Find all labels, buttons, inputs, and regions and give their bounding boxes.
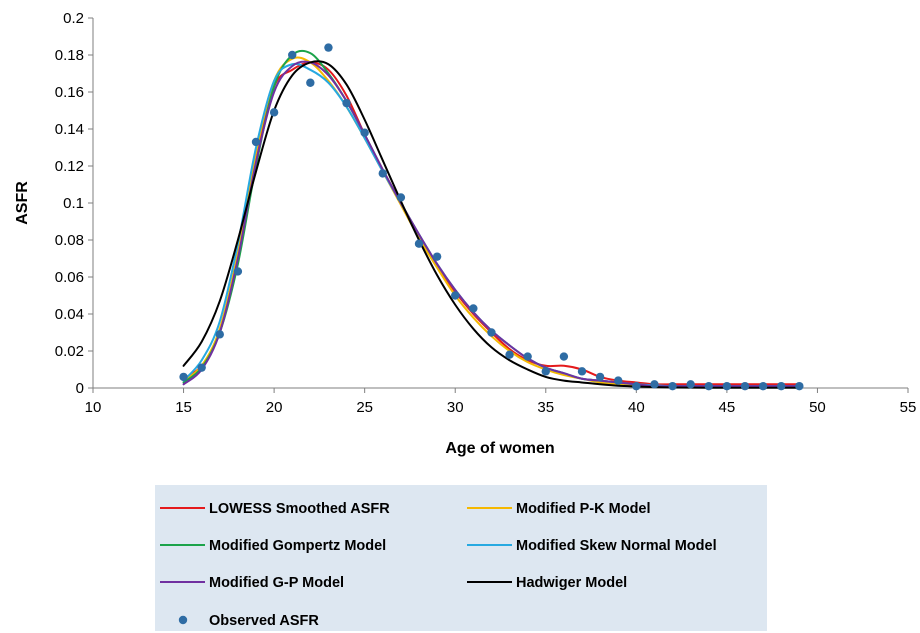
- observed-point: [306, 78, 315, 87]
- observed-point: [179, 372, 188, 382]
- y-tick-label: 0.2: [63, 10, 84, 27]
- legend-marker-swatch: [178, 615, 188, 625]
- observed-point: [414, 239, 424, 248]
- observed-point: [740, 381, 750, 391]
- legend-label: Modified P-K Model: [516, 501, 651, 517]
- series-lines: [182, 49, 801, 389]
- x-tick-label: 20: [266, 399, 283, 416]
- legend-label: Hadwiger Model: [516, 575, 627, 591]
- observed-point: [795, 381, 804, 391]
- y-tick-label: 0.08: [55, 232, 84, 249]
- x-tick-label: 30: [447, 399, 464, 416]
- legend-label: Modified Skew Normal Model: [516, 538, 717, 554]
- observed-point: [505, 350, 514, 359]
- legend-background: [155, 485, 767, 631]
- legend-item-modified-p-k-model: Modified P-K Model: [467, 501, 651, 517]
- observed-point: [559, 352, 569, 361]
- observed-point: [378, 169, 387, 178]
- observed-point: [577, 367, 587, 376]
- observed-point: [614, 376, 623, 385]
- observed-point: [233, 267, 243, 276]
- series-line-hadwiger-model: [182, 60, 801, 389]
- observed-point: [432, 252, 442, 261]
- observed-point: [487, 328, 496, 337]
- x-tick-label: 10: [85, 399, 102, 416]
- observed-point: [251, 137, 261, 147]
- x-axis-ticks: 10 15 20 25 30 35 40 45 50 55: [85, 388, 917, 416]
- x-tick-label: 40: [628, 399, 645, 416]
- observed-point: [215, 330, 224, 339]
- y-axis-ticks: 0 0.02 0.04 0.06 0.08 0.1 0.12 0.14 0.16 0.18 0.2: [55, 10, 93, 397]
- observed-point: [777, 381, 786, 391]
- observed-point: [722, 381, 732, 391]
- observed-point: [632, 381, 641, 391]
- legend-label: Modified G-P Model: [209, 575, 344, 591]
- legend-label: Observed ASFR: [209, 613, 319, 629]
- legend-item-modified-g-p-model: Modified G-P Model: [160, 575, 344, 591]
- legend-item-observed-asfr: Observed ASFR: [178, 613, 319, 629]
- x-tick-label: 15: [175, 399, 192, 416]
- series-line-modified-g-p-model: [182, 60, 801, 388]
- y-tick-label: 0.16: [55, 84, 84, 101]
- legend-label: Modified Gompertz Model: [209, 538, 386, 554]
- observed-point: [342, 98, 351, 108]
- observed-points: [179, 43, 804, 391]
- observed-point: [324, 43, 333, 52]
- observed-point: [451, 291, 460, 300]
- y-axis-title: ASFR: [14, 181, 31, 225]
- y-tick-label: 0.02: [55, 343, 84, 360]
- observed-point: [541, 367, 550, 376]
- x-tick-label: 35: [537, 399, 554, 416]
- x-tick-label: 25: [356, 399, 373, 416]
- legend: LOWESS Smoothed ASFR Modified P-K Model Mo…: [155, 485, 767, 631]
- observed-point: [469, 304, 478, 313]
- legend-item-lowess-smoothed-asfr: LOWESS Smoothed ASFR: [160, 501, 390, 517]
- observed-point: [288, 50, 297, 60]
- observed-point: [595, 372, 605, 382]
- legend-item-modified-skew-normal-model: Modified Skew Normal Model: [467, 538, 717, 554]
- observed-point: [396, 193, 406, 202]
- x-tick-label: 50: [809, 399, 826, 416]
- y-tick-label: 0.12: [55, 158, 84, 175]
- legend-item-hadwiger-model: Hadwiger Model: [467, 575, 627, 591]
- y-tick-label: 0.18: [55, 47, 84, 64]
- legend-item-modified-gompertz-model: Modified Gompertz Model: [160, 538, 386, 554]
- x-tick-label: 55: [900, 399, 917, 416]
- x-tick-label: 45: [719, 399, 736, 416]
- observed-point: [704, 381, 713, 391]
- observed-point: [758, 381, 768, 391]
- y-tick-label: 0.1: [63, 195, 84, 212]
- y-tick-label: 0.04: [55, 306, 84, 323]
- observed-point: [650, 380, 659, 389]
- observed-point: [269, 108, 279, 117]
- observed-point: [360, 128, 369, 137]
- legend-label: LOWESS Smoothed ASFR: [209, 501, 390, 517]
- y-tick-label: 0: [76, 380, 84, 397]
- plot-area: 00.020.040.060.080.10.120.140.160.180.2 …: [55, 10, 917, 416]
- y-tick-label: 0.06: [55, 269, 84, 286]
- legend-items: LOWESS Smoothed ASFR Modified P-K Model Mo…: [160, 501, 717, 629]
- y-tick-label: 0.14: [55, 121, 84, 138]
- observed-point: [197, 363, 206, 372]
- x-axis-title: Age of women: [445, 440, 554, 457]
- observed-point: [686, 380, 695, 389]
- observed-point: [668, 381, 677, 391]
- observed-point: [523, 352, 532, 361]
